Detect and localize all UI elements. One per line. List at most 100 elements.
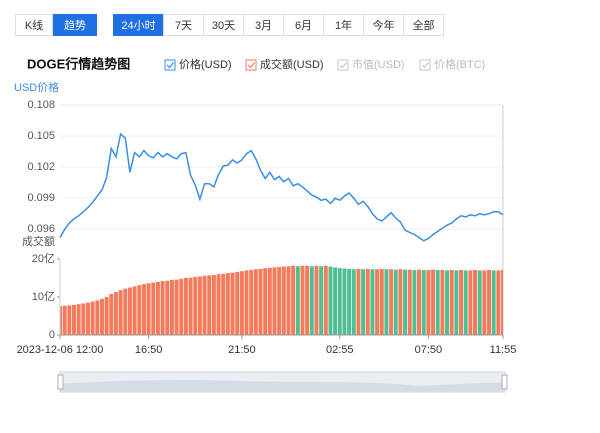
volume-bar <box>225 273 230 335</box>
volume-bar <box>67 305 72 335</box>
legend-label: 价格(BTC) <box>434 57 485 71</box>
volume-bar <box>398 269 403 335</box>
volume-bar <box>104 297 109 335</box>
volume-bar <box>60 306 62 335</box>
legend-checkbox <box>245 59 257 71</box>
legend-check <box>339 62 347 69</box>
volume-bar <box>207 275 212 335</box>
volume-bar <box>445 270 450 335</box>
volume-bar <box>137 285 142 335</box>
volume-bar <box>426 270 431 335</box>
volume-bar <box>281 266 286 335</box>
volume-bar <box>183 278 188 335</box>
volume-bar <box>221 273 226 335</box>
volume-bar <box>501 270 503 335</box>
volume-bar <box>62 305 67 335</box>
volume-bar <box>155 281 160 335</box>
volume-bar <box>356 268 361 335</box>
legend-label: 价格(USD) <box>179 57 232 71</box>
y-tick-label: 0.099 <box>27 192 55 204</box>
y-tick-label: 0.096 <box>27 223 55 235</box>
volume-bar <box>72 304 76 335</box>
volume-bar <box>342 268 347 335</box>
y2-tick-label: 10亿 <box>32 290 55 303</box>
volume-bar <box>403 269 408 335</box>
volume-bar <box>314 265 319 335</box>
volume-bar <box>482 270 487 335</box>
volume-bar <box>454 270 459 335</box>
volume-bar <box>468 270 473 335</box>
volume-bar <box>272 267 277 335</box>
volume-bar <box>347 268 352 335</box>
volume-bar <box>99 298 104 335</box>
volume-bar <box>179 278 184 335</box>
y2-tick-label: 0 <box>49 329 55 341</box>
volume-bar <box>477 270 482 335</box>
legend-item[interactable]: 价格(BTC) <box>419 57 485 71</box>
volume-bar <box>300 265 305 335</box>
volume-bar <box>361 269 366 335</box>
volume-bar <box>323 265 328 335</box>
x-tick-label: 07:50 <box>415 344 443 356</box>
volume-bar <box>85 302 90 335</box>
volume-bar <box>389 269 394 335</box>
volume-bar <box>165 280 170 335</box>
volume-bar <box>365 268 370 335</box>
volume-bar <box>202 275 207 335</box>
chart-title: DOGE行情趋势图 <box>27 56 130 71</box>
volume-bar <box>253 269 258 335</box>
volume-bar <box>132 286 137 335</box>
zoom-handle[interactable] <box>501 374 508 390</box>
legend-item[interactable]: 成交额(USD) <box>245 57 324 71</box>
volume-bar <box>239 271 244 335</box>
volume-bar <box>188 277 193 335</box>
volume-bar <box>379 268 384 335</box>
y2-tick-label: 20亿 <box>32 252 55 265</box>
y-tick-label: 0.102 <box>27 161 55 173</box>
volume-bar <box>146 283 151 335</box>
range-button[interactable]: 今年 <box>363 14 404 36</box>
zoom-handle[interactable] <box>57 374 64 390</box>
range-button[interactable]: 30天 <box>203 14 244 36</box>
range-button[interactable]: 3月 <box>243 14 284 36</box>
volume-bar <box>384 269 389 335</box>
legend-item[interactable]: 价格(USD) <box>164 57 232 71</box>
volume-bar <box>491 270 496 335</box>
legend-check <box>166 62 174 69</box>
volume-bar <box>393 269 398 335</box>
volume-bar <box>244 270 249 335</box>
volume-bar <box>123 288 128 335</box>
volume-bar <box>459 270 464 335</box>
legend-checkbox <box>164 59 176 71</box>
zoom-preview <box>60 380 505 392</box>
volume-bar <box>249 270 254 335</box>
volume-bar <box>141 284 146 335</box>
volume-bar <box>351 269 356 335</box>
volume-bar <box>211 274 216 335</box>
y-tick-label: 0.105 <box>27 130 55 142</box>
volume-bar <box>337 268 342 335</box>
volume-bar <box>109 293 114 335</box>
volume-bar <box>193 276 198 335</box>
view-tab[interactable]: 趋势 <box>53 14 97 36</box>
legend-item[interactable]: 市值(USD) <box>337 57 405 71</box>
volume-bar <box>496 270 501 335</box>
legend-label: 市值(USD) <box>352 57 405 71</box>
y2-axis-label: 成交额 <box>22 234 55 248</box>
volume-bar <box>291 265 296 335</box>
volume-bar <box>435 270 440 335</box>
volume-bar <box>463 270 468 335</box>
volume-bar <box>235 271 240 335</box>
range-button[interactable]: 24小时 <box>113 14 164 36</box>
volume-bar <box>267 267 272 335</box>
volume-bar <box>333 267 338 335</box>
range-button[interactable]: 全部 <box>403 14 444 36</box>
volume-bar <box>277 266 282 335</box>
view-tab[interactable]: K线 <box>15 14 53 36</box>
x-tick-label: 21:50 <box>228 344 256 356</box>
volume-bar <box>375 269 380 335</box>
volume-bar <box>487 270 491 335</box>
volume-bar <box>151 282 156 335</box>
volume-bar <box>309 266 314 335</box>
